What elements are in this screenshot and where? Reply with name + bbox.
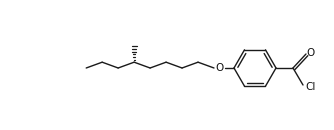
Text: O: O — [216, 63, 224, 73]
Text: Cl: Cl — [306, 82, 316, 92]
Text: O: O — [307, 48, 315, 58]
